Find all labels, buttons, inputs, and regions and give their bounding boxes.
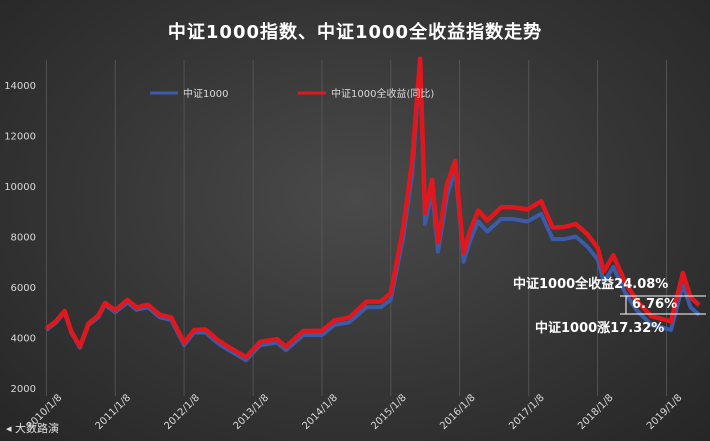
legend: 中证1000 中证1000全收益(同比): [150, 87, 434, 100]
y-tick-label: 12000: [4, 132, 36, 143]
y-tick-label: 14000: [4, 81, 36, 92]
series-line-0: [45, 63, 701, 363]
y-axis: 2000 4000 6000 8000 10000 12000 14000: [4, 81, 36, 395]
annotation-total-return: 中证1000全收益24.08%: [513, 276, 668, 292]
x-tick-label: 2016/1/8: [438, 392, 478, 432]
x-tick-label: 2012/1/8: [163, 392, 203, 432]
x-tick-label: 2017/1/8: [507, 392, 547, 432]
chart-title: 中证1000指数、中证1000全收益指数走势: [167, 22, 543, 43]
y-tick-label: 2000: [11, 384, 36, 395]
x-tick-label: 2013/1/8: [232, 392, 272, 432]
annotations: 中证1000全收益24.08% 6.76% 中证1000涨17.32%: [513, 276, 706, 336]
annotation-index-gain: 中证1000涨17.32%: [535, 320, 664, 336]
legend-label-csi1000: 中证1000: [183, 87, 228, 100]
y-tick-label: 10000: [4, 182, 36, 193]
legend-label-csi1000-total-return: 中证1000全收益(同比): [331, 87, 434, 100]
annotation-difference: 6.76%: [632, 297, 677, 312]
y-tick-label: 6000: [11, 283, 36, 294]
series-lines: [44, 56, 701, 363]
x-axis: 2010/1/8 2011/1/8 2012/1/8 2013/1/8 2014/1/8…: [25, 392, 685, 432]
x-tick-label: 2015/1/8: [369, 392, 409, 432]
series-line-1: [44, 56, 701, 360]
x-tick-label: 2019/1/8: [645, 392, 685, 432]
watermark-logo: ◂ 大数路演: [6, 420, 59, 436]
y-tick-label: 8000: [11, 233, 36, 244]
x-tick-label: 2011/1/8: [94, 392, 134, 432]
x-tick-label: 2018/1/8: [576, 392, 616, 432]
grid-lines: [45, 60, 667, 396]
logo-icon: ◂: [6, 422, 12, 435]
logo-text: 大数路演: [15, 422, 60, 435]
y-tick-label: 4000: [11, 334, 36, 345]
x-tick-label: 2014/1/8: [300, 392, 340, 432]
